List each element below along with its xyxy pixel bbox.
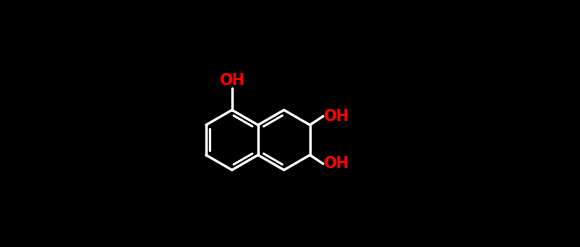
Text: OH: OH — [323, 156, 349, 171]
Text: OH: OH — [323, 109, 349, 124]
Text: OH: OH — [219, 73, 245, 88]
